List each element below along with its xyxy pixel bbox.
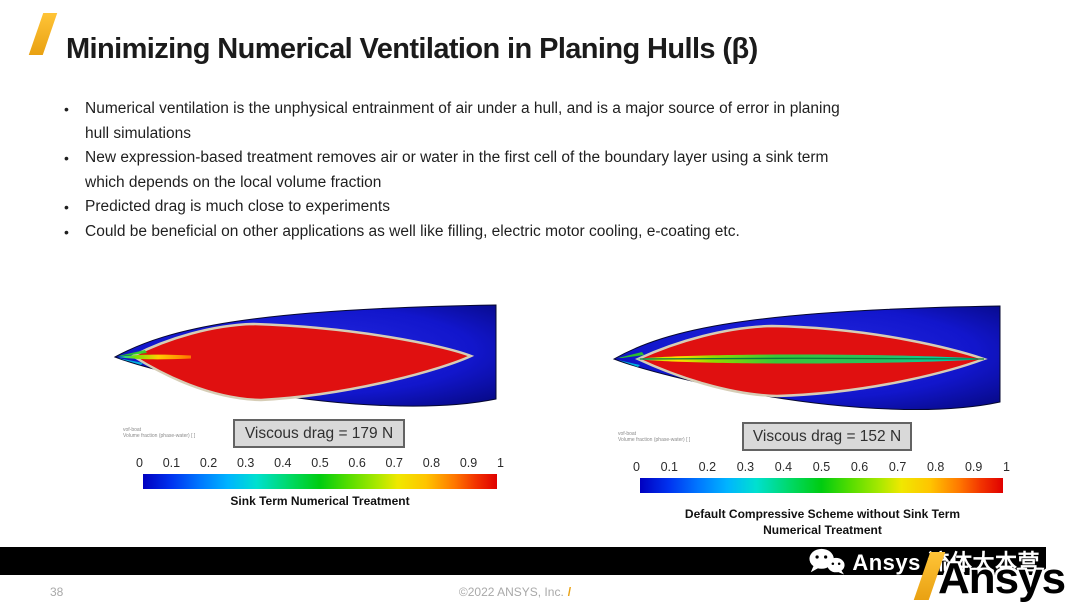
scale-tick: 0.3: [736, 460, 755, 474]
scale-tick: 0: [633, 460, 640, 474]
scale-tick: 0.2: [199, 456, 218, 470]
scale-tick: 0.1: [660, 460, 678, 474]
scale-tick: 1: [496, 456, 504, 470]
scale-tick: 0.6: [348, 456, 366, 470]
bullet-item: Could be beneficial on other application…: [60, 220, 860, 245]
viscous-drag-label-right: Viscous drag = 152 N: [742, 422, 912, 451]
watermark: Ansys 流体大本营: [808, 545, 1046, 577]
scale-tick: 0: [136, 456, 143, 470]
scale-tick: 0.6: [850, 460, 869, 474]
scale-tick: 0.3: [236, 456, 255, 470]
scale-tick: 0.2: [698, 460, 717, 474]
hull-contour-left: [113, 304, 497, 407]
scale-tick: 0.8: [926, 460, 945, 474]
contour-legend-right: vof-boat Volume fraction (phase-water) […: [618, 431, 691, 443]
scale-tick: 0.9: [964, 460, 983, 474]
watermark-text: Ansys 流体大本营: [852, 550, 1040, 575]
scale-tick: 0.9: [459, 456, 478, 470]
bullet-item: New expression-based treatment removes a…: [60, 146, 860, 195]
scale-tick: 0.7: [385, 456, 403, 470]
scale-tick: 0.4: [274, 456, 292, 470]
hull-contour-right: [612, 305, 1001, 411]
copyright-slash-icon: /: [567, 585, 572, 599]
footer-bar: Ansys 流体大本营: [0, 547, 1046, 575]
scale-tick: 0.7: [888, 460, 907, 474]
wechat-icon: [809, 548, 845, 575]
bullet-item: Numerical ventilation is the unphysical …: [60, 97, 860, 146]
ansys-logo: Ansys: [908, 550, 1078, 608]
colorbar-ticks-left: 0 0.1 0.2 0.3 0.4 0.5 0.6 0.7 0.8 0.9 1: [136, 456, 504, 470]
scale-tick: 0.5: [311, 456, 329, 470]
scale-tick: 0.1: [162, 456, 181, 470]
copyright: ©2022 ANSYS, Inc. /: [458, 585, 572, 599]
scale-tick: 1: [1003, 460, 1010, 474]
viscous-drag-label-left: Viscous drag = 179 N: [233, 419, 405, 448]
page-number: 38: [50, 585, 64, 599]
colorbar-left: [143, 474, 497, 489]
scale-tick: 0.8: [422, 456, 441, 470]
bullet-item: Predicted drag is much close to experime…: [60, 195, 860, 220]
figure-caption-left: Sink Term Numerical Treatment: [230, 494, 410, 508]
page-title: Minimizing Numerical Ventilation in Plan…: [66, 33, 758, 66]
contour-legend-left: vof-boat Volume fraction (phase-water) […: [123, 427, 196, 439]
figure-caption-right: Default Compressive Scheme without Sink …: [684, 507, 961, 537]
colorbar-right: [640, 478, 1003, 493]
scale-tick: 0.4: [774, 460, 793, 474]
ansys-logo-text: Ansys: [938, 554, 1066, 603]
scale-tick: 0.5: [812, 460, 831, 474]
colorbar-ticks-right: 0 0.1 0.2 0.3 0.4 0.5 0.6 0.7 0.8 0.9 1: [633, 460, 1010, 474]
title-accent-slash-icon: [28, 13, 58, 55]
bullet-list: Numerical ventilation is the unphysical …: [60, 97, 860, 244]
